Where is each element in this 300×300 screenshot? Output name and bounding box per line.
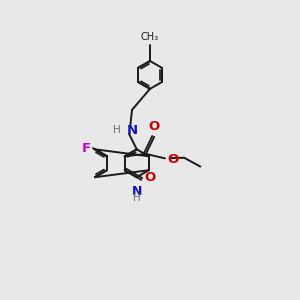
Text: N: N [132, 185, 142, 198]
Text: O: O [148, 120, 160, 133]
Text: H: H [112, 125, 120, 136]
Text: CH₃: CH₃ [141, 32, 159, 42]
Text: O: O [167, 153, 178, 166]
Text: H: H [133, 193, 141, 202]
Text: O: O [144, 171, 155, 184]
Text: N: N [127, 124, 138, 137]
Text: F: F [82, 142, 91, 155]
